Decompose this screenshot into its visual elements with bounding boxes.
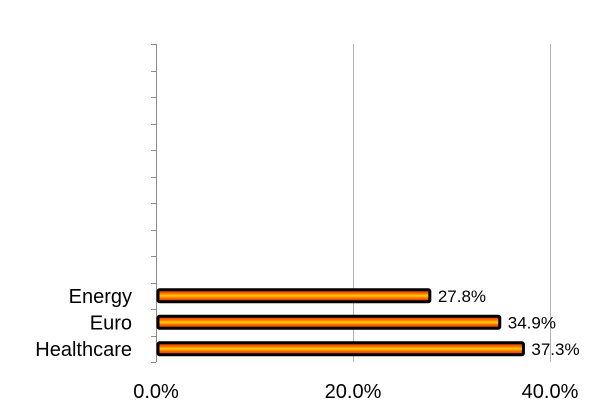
axes bbox=[151, 44, 157, 363]
x-tick-label-2: 40.0% bbox=[522, 381, 579, 403]
bar-euro bbox=[156, 314, 502, 330]
data-label-healthcare: 37.3% bbox=[531, 340, 579, 359]
x-tick-label-1: 20.0% bbox=[325, 381, 382, 403]
labels: 0.0% 20.0% 40.0% Energy 27.8% Euro 34.9% Health… bbox=[35, 286, 579, 403]
gridlines bbox=[353, 44, 551, 362]
bar-energy bbox=[156, 288, 432, 304]
category-label-healthcare: Healthcare bbox=[35, 339, 132, 361]
bar-healthcare bbox=[156, 341, 525, 357]
x-tick-label-0: 0.0% bbox=[133, 381, 179, 403]
data-label-euro: 34.9% bbox=[508, 313, 556, 332]
category-label-euro: Euro bbox=[90, 312, 132, 334]
category-label-energy: Energy bbox=[69, 286, 132, 308]
bars bbox=[156, 288, 525, 357]
data-label-energy: 27.8% bbox=[438, 287, 486, 306]
